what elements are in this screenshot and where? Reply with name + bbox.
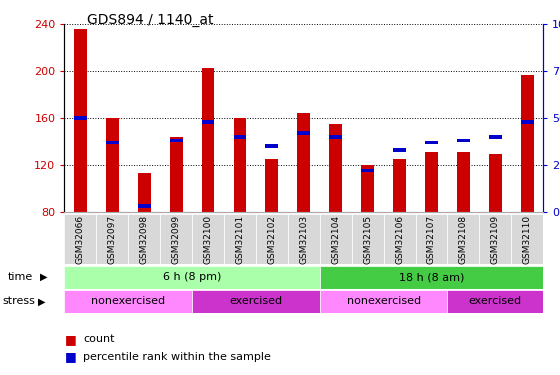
Text: GSM32108: GSM32108 (459, 215, 468, 264)
Bar (170, 137, 183, 212)
Bar (128, 214, 160, 264)
Text: GSM32110: GSM32110 (522, 215, 532, 264)
Bar (202, 68, 214, 212)
Bar (361, 169, 374, 172)
Bar (192, 214, 224, 264)
Text: GSM32066: GSM32066 (76, 215, 85, 264)
Bar (521, 120, 534, 124)
Text: GSM32099: GSM32099 (171, 215, 181, 264)
Bar (393, 159, 406, 212)
Text: GSM32107: GSM32107 (427, 215, 436, 264)
Text: GDS894 / 1140_at: GDS894 / 1140_at (87, 13, 213, 27)
Text: ■: ■ (64, 333, 76, 346)
Bar (256, 214, 288, 264)
Text: GSM32102: GSM32102 (267, 215, 277, 264)
Bar (352, 214, 384, 264)
Bar (74, 116, 87, 120)
Text: GSM32100: GSM32100 (203, 215, 213, 264)
Bar (479, 214, 511, 264)
Bar (320, 290, 447, 313)
Bar (511, 214, 543, 264)
Text: GSM32103: GSM32103 (299, 215, 309, 264)
Bar (320, 266, 543, 289)
Bar (64, 266, 320, 289)
Bar (160, 214, 192, 264)
Bar (74, 29, 87, 212)
Text: percentile rank within the sample: percentile rank within the sample (83, 352, 270, 362)
Bar (489, 135, 502, 139)
Bar (447, 290, 543, 313)
Bar (329, 124, 342, 212)
Bar (320, 214, 352, 264)
Bar (329, 135, 342, 139)
Bar (64, 290, 192, 313)
Bar (288, 214, 320, 264)
Text: GSM32105: GSM32105 (363, 215, 372, 264)
Bar (384, 214, 416, 264)
Text: stress: stress (3, 297, 36, 306)
Bar (393, 148, 406, 152)
Text: exercised: exercised (469, 297, 522, 306)
Bar (447, 214, 479, 264)
Text: ▶: ▶ (38, 297, 45, 306)
Bar (234, 118, 246, 212)
Bar (265, 144, 278, 148)
Text: GSM32104: GSM32104 (331, 215, 340, 264)
Bar (234, 135, 246, 139)
Bar (521, 75, 534, 212)
Bar (64, 214, 96, 264)
Text: nonexercised: nonexercised (91, 297, 165, 306)
Bar (457, 139, 470, 142)
Bar (489, 154, 502, 212)
Bar (138, 173, 151, 212)
Bar (425, 141, 438, 144)
Bar (361, 165, 374, 212)
Text: GSM32097: GSM32097 (108, 215, 117, 264)
Bar (96, 214, 128, 264)
Bar (297, 113, 310, 212)
Text: GSM32098: GSM32098 (139, 215, 149, 264)
Text: GSM32101: GSM32101 (235, 215, 245, 264)
Bar (106, 118, 119, 212)
Text: nonexercised: nonexercised (347, 297, 421, 306)
Bar (202, 120, 214, 124)
Bar (224, 214, 256, 264)
Text: GSM32106: GSM32106 (395, 215, 404, 264)
Bar (265, 159, 278, 212)
Text: exercised: exercised (230, 297, 282, 306)
Bar (297, 131, 310, 135)
Text: time: time (7, 272, 32, 282)
Text: 18 h (8 am): 18 h (8 am) (399, 272, 464, 282)
Text: GSM32109: GSM32109 (491, 215, 500, 264)
Bar (192, 290, 320, 313)
Text: count: count (83, 334, 114, 344)
Bar (170, 139, 183, 142)
Bar (457, 152, 470, 212)
Bar (106, 141, 119, 144)
Bar (425, 152, 438, 212)
Bar (416, 214, 447, 264)
Bar (138, 204, 151, 208)
Text: ▶: ▶ (40, 272, 48, 282)
Text: 6 h (8 pm): 6 h (8 pm) (163, 272, 221, 282)
Text: ■: ■ (64, 351, 76, 363)
